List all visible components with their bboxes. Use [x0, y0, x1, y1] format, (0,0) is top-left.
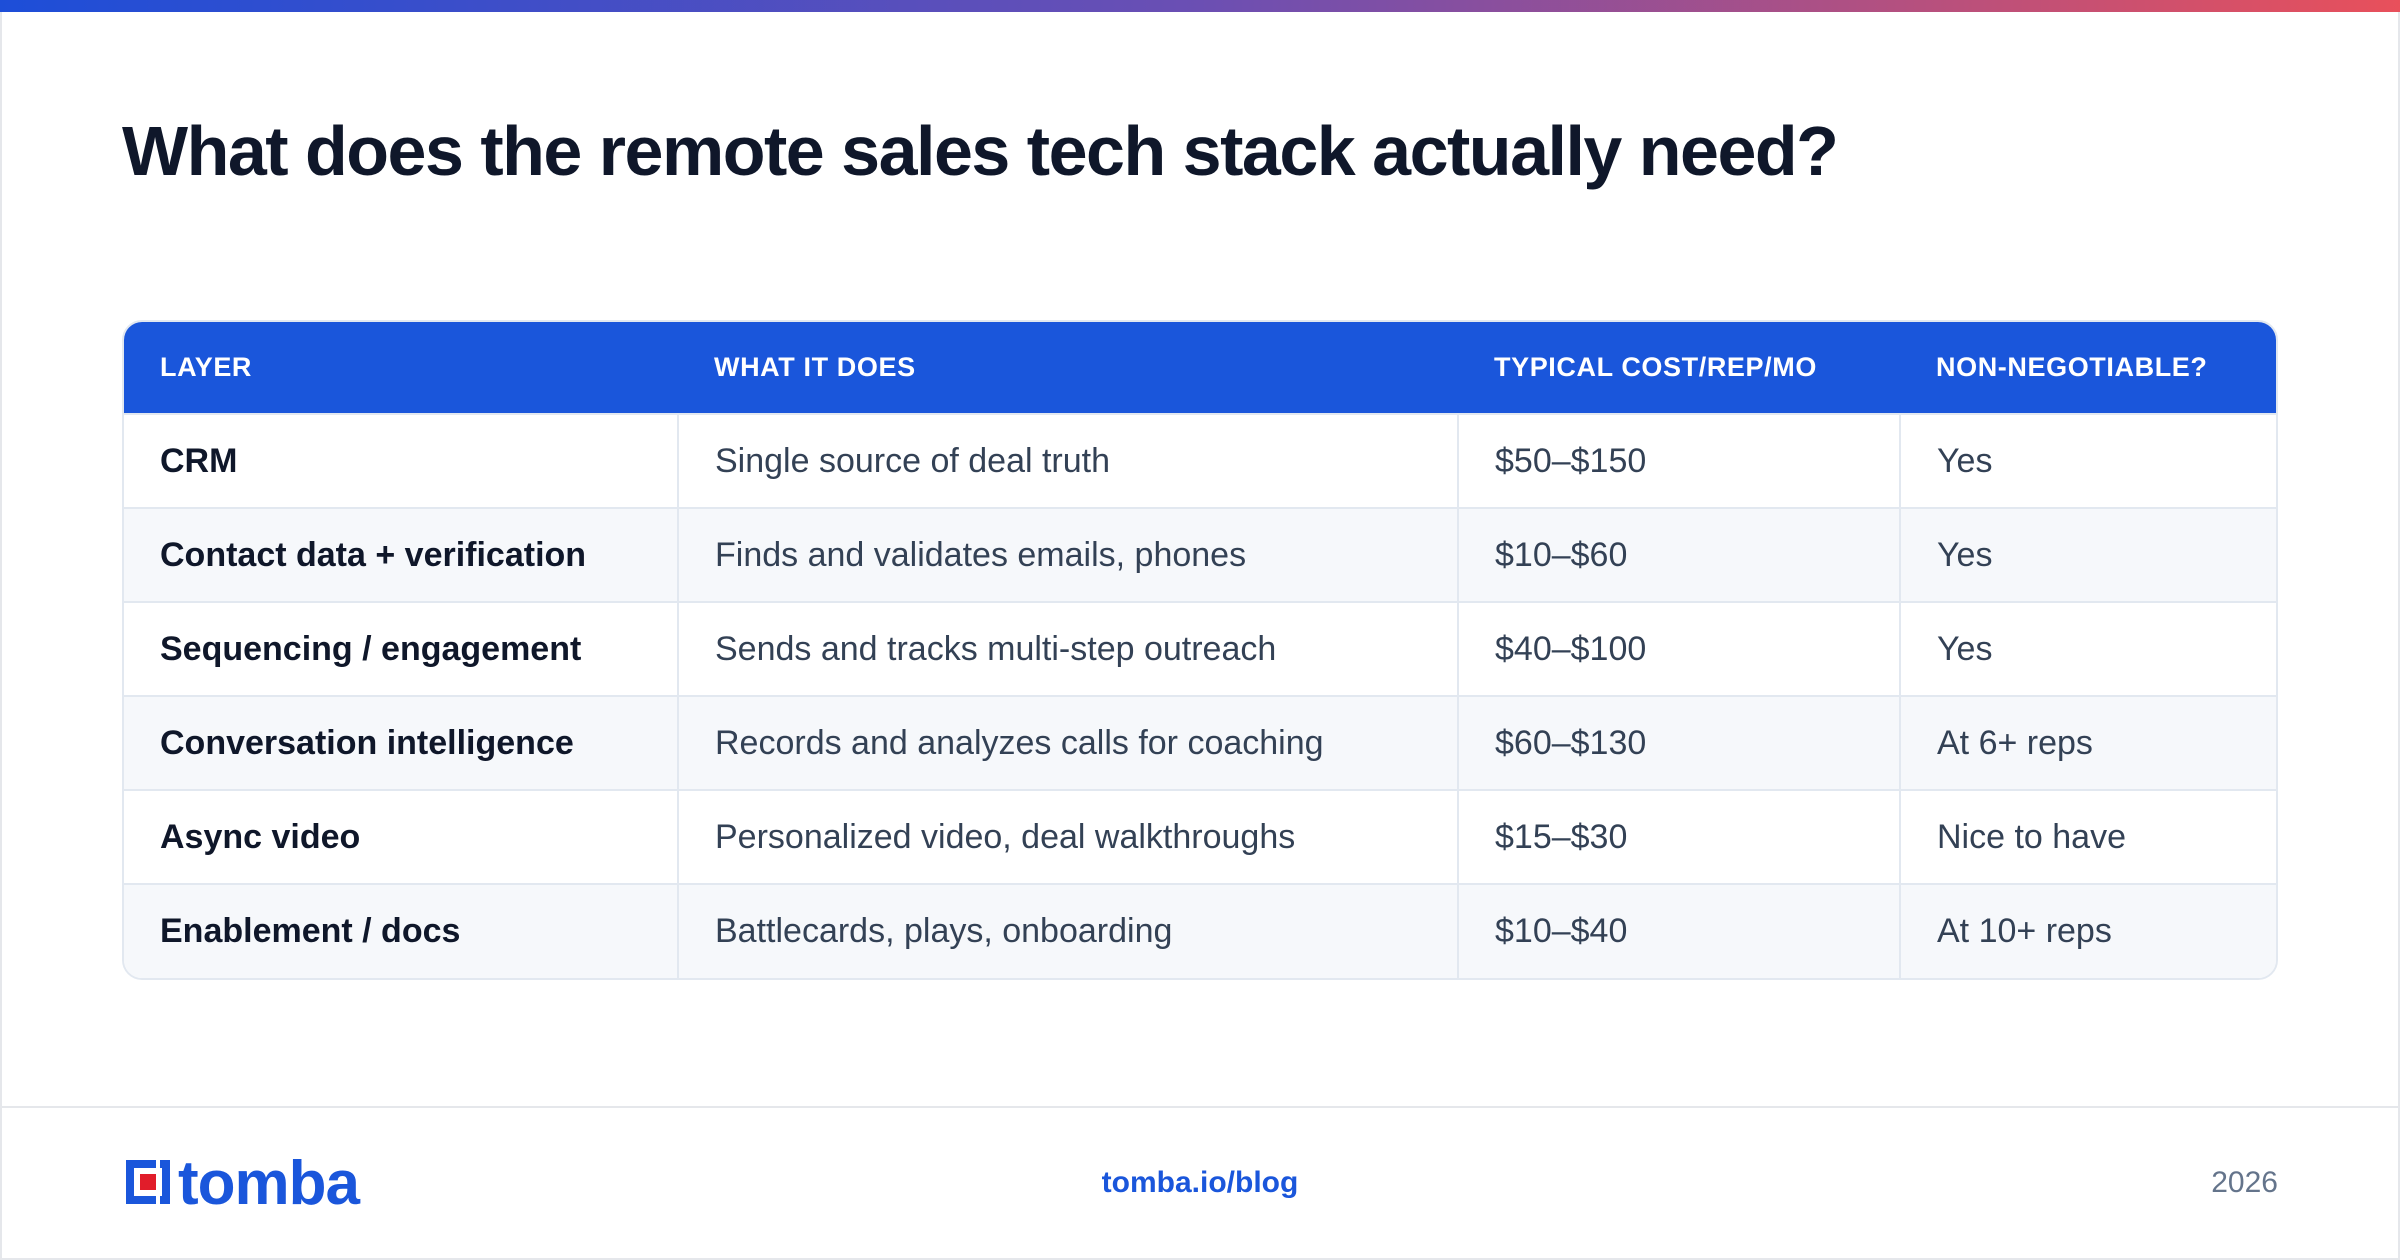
table-row: Conversation intelligence Records and an…: [124, 695, 2276, 790]
table-row: CRM Single source of deal truth $50–$150…: [124, 413, 2276, 508]
logo-wordmark: tomba: [178, 1149, 360, 1218]
footer-divider: [0, 1106, 2400, 1108]
table-row: Sequencing / engagement Sends and tracks…: [124, 601, 2276, 696]
table-row: Contact data + verification Finds and va…: [124, 507, 2276, 602]
cell-non-negotiable: Yes: [1899, 507, 2276, 602]
tech-stack-table: LAYER WHAT IT DOES TYPICAL COST/REP/MO N…: [122, 320, 2278, 980]
cell-layer: Sequencing / engagement: [124, 601, 678, 696]
cell-layer: CRM: [124, 413, 678, 508]
cell-non-negotiable: At 10+ reps: [1899, 883, 2276, 978]
cell-layer: Async video: [124, 789, 678, 884]
cell-what-it-does: Sends and tracks multi-step outreach: [677, 601, 1458, 696]
cell-cost: $10–$60: [1457, 507, 1900, 602]
table-row: Async video Personalized video, deal wal…: [124, 789, 2276, 884]
tomba-logo[interactable]: tomba: [122, 1149, 360, 1218]
cell-cost: $40–$100: [1457, 601, 1900, 696]
header-layer: LAYER: [160, 352, 253, 382]
cell-what-it-does: Single source of deal truth: [677, 413, 1458, 508]
cell-cost: $15–$30: [1457, 789, 1900, 884]
gradient-top-bar: [0, 0, 2400, 12]
header-what-it-does: WHAT IT DOES: [714, 352, 916, 382]
cell-non-negotiable: Yes: [1899, 413, 2276, 508]
cell-non-negotiable: Nice to have: [1899, 789, 2276, 884]
header-typical-cost: TYPICAL COST/REP/MO: [1494, 352, 1817, 382]
blog-link[interactable]: tomba.io/blog: [1101, 1166, 1299, 1199]
cell-layer: Enablement / docs: [124, 883, 678, 978]
cell-what-it-does: Records and analyzes calls for coaching: [677, 695, 1458, 790]
tomba-logo-icon: [122, 1156, 174, 1213]
page-title: What does the remote sales tech stack ac…: [122, 112, 1839, 190]
table-row: Enablement / docs Battlecards, plays, on…: [124, 883, 2276, 978]
cell-layer: Conversation intelligence: [124, 695, 678, 790]
cell-layer: Contact data + verification: [124, 507, 678, 602]
header-non-negotiable: NON-NEGOTIABLE?: [1936, 352, 2208, 382]
cell-non-negotiable: Yes: [1899, 601, 2276, 696]
cell-what-it-does: Finds and validates emails, phones: [677, 507, 1458, 602]
year-label: 2026: [2211, 1166, 2278, 1199]
cell-what-it-does: Personalized video, deal walkthroughs: [677, 789, 1458, 884]
cell-non-negotiable: At 6+ reps: [1899, 695, 2276, 790]
cell-cost: $10–$40: [1457, 883, 1900, 978]
table-header-row: LAYER WHAT IT DOES TYPICAL COST/REP/MO N…: [124, 322, 2276, 414]
cell-what-it-does: Battlecards, plays, onboarding: [677, 883, 1458, 978]
cell-cost: $60–$130: [1457, 695, 1900, 790]
cell-cost: $50–$150: [1457, 413, 1900, 508]
